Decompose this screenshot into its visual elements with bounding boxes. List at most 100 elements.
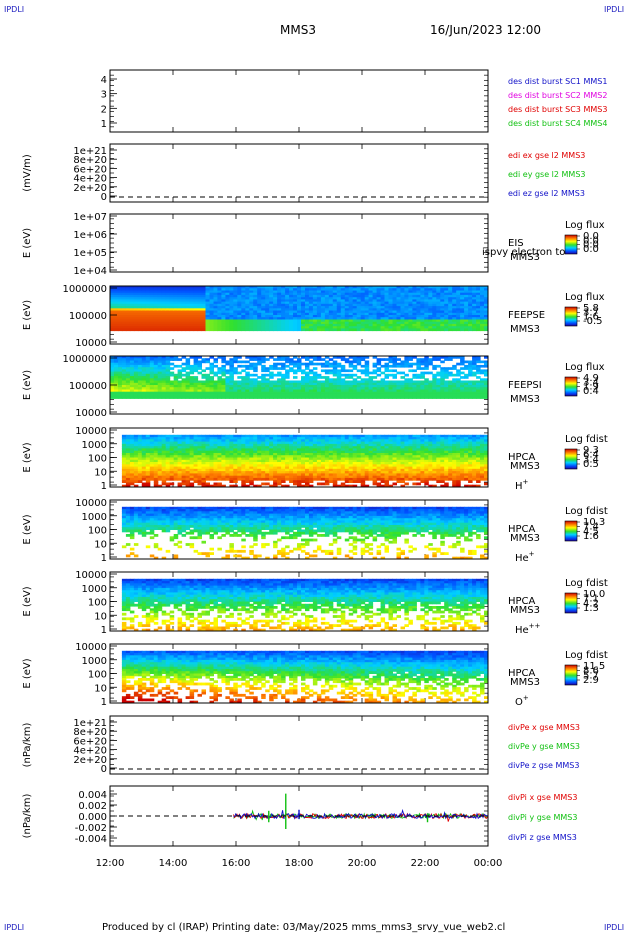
spectrogram-cell (340, 301, 346, 305)
spectrogram-cell (468, 396, 473, 399)
spectrogram-cell (149, 310, 155, 314)
spectrogram-cell (265, 369, 270, 373)
spectrogram-cell (372, 312, 378, 316)
spectrogram-cell (261, 446, 266, 449)
spectrogram-cell (420, 358, 425, 361)
spectrogram-cell (352, 360, 358, 364)
spectrogram-cell (165, 310, 171, 314)
spectrogram-cell (368, 303, 374, 307)
spectrogram-cell (221, 462, 226, 465)
spectrogram-cell (328, 453, 334, 456)
spectrogram-cell (237, 364, 242, 368)
spectrogram-cell (340, 466, 346, 470)
spectrogram-cell (153, 321, 159, 325)
spectrogram-cell (217, 288, 222, 291)
spectrogram-cell (193, 315, 199, 318)
spectrogram-cell (396, 326, 401, 329)
spectrogram-cell (173, 439, 179, 443)
spectrogram-cell (368, 292, 374, 296)
spectrogram-cell (277, 288, 282, 291)
spectrogram-cell (273, 455, 278, 458)
spectrogram-cell (121, 393, 127, 397)
spectrogram-cell (376, 380, 382, 384)
spectrogram-cell (118, 396, 123, 399)
spectrogram-cell (320, 443, 326, 447)
spectrogram-cell (193, 443, 199, 447)
spectrogram-cell (114, 317, 119, 320)
spectrogram-cell (125, 396, 131, 399)
spectrogram-cell (149, 443, 155, 447)
spectrogram-cell (129, 290, 135, 294)
spectrogram-cell (328, 434, 334, 438)
spectrogram-cell (372, 364, 378, 368)
spectrogram-cell (301, 380, 306, 384)
spectrogram-cell (249, 356, 254, 359)
spectrogram-cell (336, 319, 342, 323)
spectrogram-cell (352, 358, 358, 361)
spectrogram-cell (193, 317, 199, 320)
spectrogram-cell (472, 317, 477, 320)
spectrogram-cell (213, 464, 218, 468)
spectrogram-cell (380, 299, 386, 303)
spectrogram-cell (213, 466, 218, 470)
spectrogram-cell (332, 475, 338, 479)
spectrogram-cell (169, 315, 175, 318)
spectrogram-cell (392, 382, 397, 386)
spectrogram-cell (348, 459, 354, 463)
spectrogram-cell (285, 294, 290, 298)
spectrogram-cell (141, 294, 147, 298)
spectrogram-cell (320, 391, 326, 395)
spectrogram-cell (253, 288, 258, 291)
spectrogram-cell (348, 466, 354, 470)
spectrogram-cell (312, 323, 318, 327)
spectrogram-cell (293, 396, 298, 399)
spectrogram-cell (352, 364, 358, 368)
spectrogram-cell (201, 358, 206, 361)
spectrogram-cell (372, 328, 378, 332)
spectrogram-cell (201, 292, 206, 296)
spectrogram-cell (257, 389, 262, 393)
spectrogram-cell (336, 371, 342, 375)
spectrogram-cell (484, 299, 489, 303)
spectrogram-cell (225, 439, 230, 443)
spectrogram-cell (316, 294, 322, 298)
spectrogram-cell (273, 482, 278, 486)
spectrogram-cell (340, 297, 346, 300)
spectrogram-cell (189, 303, 195, 307)
spectrogram-cell (249, 466, 254, 470)
spectrogram-cell (340, 319, 346, 323)
panel-border (109, 143, 489, 203)
spectrogram-cell (221, 450, 226, 454)
spectrogram-cell (225, 301, 230, 305)
spectrogram-cell (316, 373, 322, 377)
spectrogram-cell (209, 484, 214, 488)
spectrogram-cell (249, 437, 254, 440)
spectrogram-cell (293, 459, 298, 463)
spectrogram-cell (221, 358, 226, 361)
spectrogram-cell (456, 315, 461, 318)
spectrogram-cell (412, 306, 417, 309)
spectrogram-cell (173, 308, 179, 311)
spectrogram-cell (356, 434, 362, 438)
spectrogram-cell (344, 373, 350, 377)
spectrogram-cell (396, 387, 401, 390)
spectrogram-cell (444, 356, 449, 359)
spectrogram-cell (245, 292, 250, 296)
spectrogram-cell (118, 380, 123, 384)
spectrogram-cell (157, 312, 163, 316)
spectrogram-cell (249, 475, 254, 479)
spectrogram-cell (312, 391, 318, 395)
spectrogram-cell (141, 450, 147, 454)
spectrogram-cell (404, 308, 409, 311)
spectrogram-cell (181, 362, 187, 366)
spectrogram-cell (297, 389, 302, 393)
spectrogram-cell (400, 315, 405, 318)
spectrogram-cell (189, 482, 195, 486)
spectrogram-cell (400, 290, 405, 294)
spectrogram-cell (320, 439, 326, 443)
spectrogram-cell (197, 450, 202, 454)
spectrogram-cell (261, 290, 266, 294)
spectrogram-cell (153, 290, 159, 294)
spectrogram-cell (285, 312, 290, 316)
spectrogram-cell (336, 396, 342, 399)
